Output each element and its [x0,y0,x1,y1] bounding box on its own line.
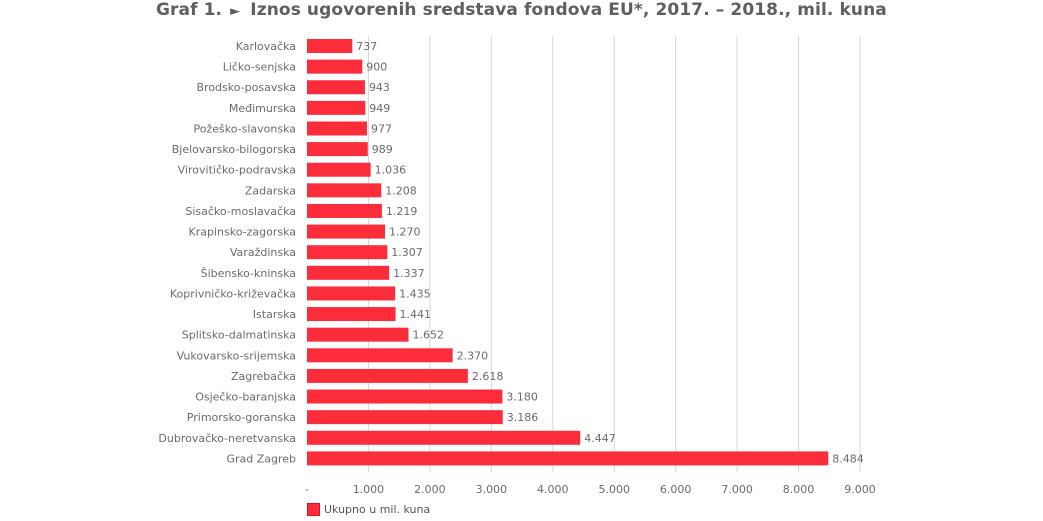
value-label: 900 [366,61,387,74]
chart-title-prefix: Graf 1. [156,0,223,20]
x-tick-label: 2.000 [414,483,446,496]
bar [307,224,386,239]
value-label: 3.186 [507,411,538,424]
category-label: Požeško-slavonska [193,122,296,135]
value-label: 3.180 [506,391,537,404]
value-label: 1.441 [400,308,432,321]
category-label: Osječko-baranjska [195,391,296,404]
legend: Ukupno u mil. kuna [307,503,430,516]
bar [307,142,368,157]
category-label: Grad Zagreb [226,452,296,465]
category-label: Varaždinska [230,246,296,259]
value-label: 737 [356,40,377,53]
bars [307,39,829,466]
bar [307,245,388,260]
value-label: 8.484 [832,452,864,465]
bar [307,307,396,322]
bar [307,203,382,218]
bar [307,80,365,95]
value-label: 1.435 [399,287,431,300]
bar [307,327,409,342]
bar [307,162,371,177]
value-label: 1.337 [393,267,425,280]
value-label: 1.219 [386,205,418,218]
category-label: Ličko-senjska [223,61,296,74]
x-tick-label: 6.000 [660,483,692,496]
triangle-right-icon: ► [230,4,241,19]
value-label: 1.208 [385,184,417,197]
x-tick-label: 5.000 [598,483,630,496]
category-labels: Karlovačka Ličko-senjska Brodsko-posavska M… [158,40,296,465]
legend-swatch [307,503,320,516]
category-label: Šibensko-kninska [201,267,296,280]
x-tick-label: 4.000 [537,483,569,496]
value-label: 943 [369,81,390,94]
category-label: Koprivničko-križevačka [170,287,296,300]
chart-title: Graf 1. ► Iznos ugovorenih sredstava fon… [156,0,887,20]
bar [307,389,503,404]
x-tick-label: 9.000 [844,483,876,496]
bar [307,121,368,136]
category-label: Virovitičko-podravska [178,164,296,177]
category-label: Splitsko-dalmatinska [182,329,296,342]
x-tick-label: 7.000 [721,483,753,496]
bar [307,430,581,445]
value-label: 989 [372,143,393,156]
value-label: 1.307 [391,246,423,259]
category-label: Primorsko-goranska [187,411,296,424]
x-axis-tick-labels: - 1.000 2.000 3.000 4.000 5.000 6.000 7.000 8.00… [305,483,876,496]
legend-label: Ukupno u mil. kuna [324,503,431,516]
x-tick-label: 3.000 [476,483,508,496]
bar [307,100,366,115]
category-label: Međimurska [229,102,296,115]
bar [307,348,453,363]
category-label: Istarska [253,308,296,321]
value-label: 1.652 [413,329,445,342]
value-label: 1.036 [375,164,407,177]
value-labels: 737 900 943 949 977 989 1.036 1.208 1.219 1.270 1.… [356,40,864,465]
bar [307,286,396,301]
x-tick-label: 1.000 [353,483,385,496]
grid-lines [367,36,861,472]
category-label: Dubrovačko-neretvanska [158,432,296,445]
bar [307,265,390,280]
category-label: Zagrebačka [231,370,296,383]
bar [307,39,353,53]
value-label: 2.370 [457,349,489,362]
value-label: 977 [371,122,392,135]
x-tick-label: - [305,483,309,496]
value-label: 949 [369,102,390,115]
category-label: Krapinsko-zagorska [189,226,297,239]
value-label: 4.447 [584,432,616,445]
bar [307,410,503,425]
value-label: 2.618 [472,370,504,383]
category-label: Sisačko-moslavačka [185,205,296,218]
bar [307,368,468,383]
bar [307,59,363,74]
x-tick-label: 8.000 [783,483,815,496]
category-label: Zadarska [245,184,296,197]
category-label: Brodsko-posavska [197,81,297,94]
value-label: 1.270 [389,226,421,239]
category-label: Karlovačka [236,40,296,53]
bar [307,183,382,198]
category-label: Vukovarsko-srijemska [177,349,296,362]
chart-title-text: Iznos ugovorenih sredstava fondova EU*, … [250,0,887,20]
bar [307,451,829,466]
category-label: Bjelovarsko-bilogorska [172,143,296,156]
